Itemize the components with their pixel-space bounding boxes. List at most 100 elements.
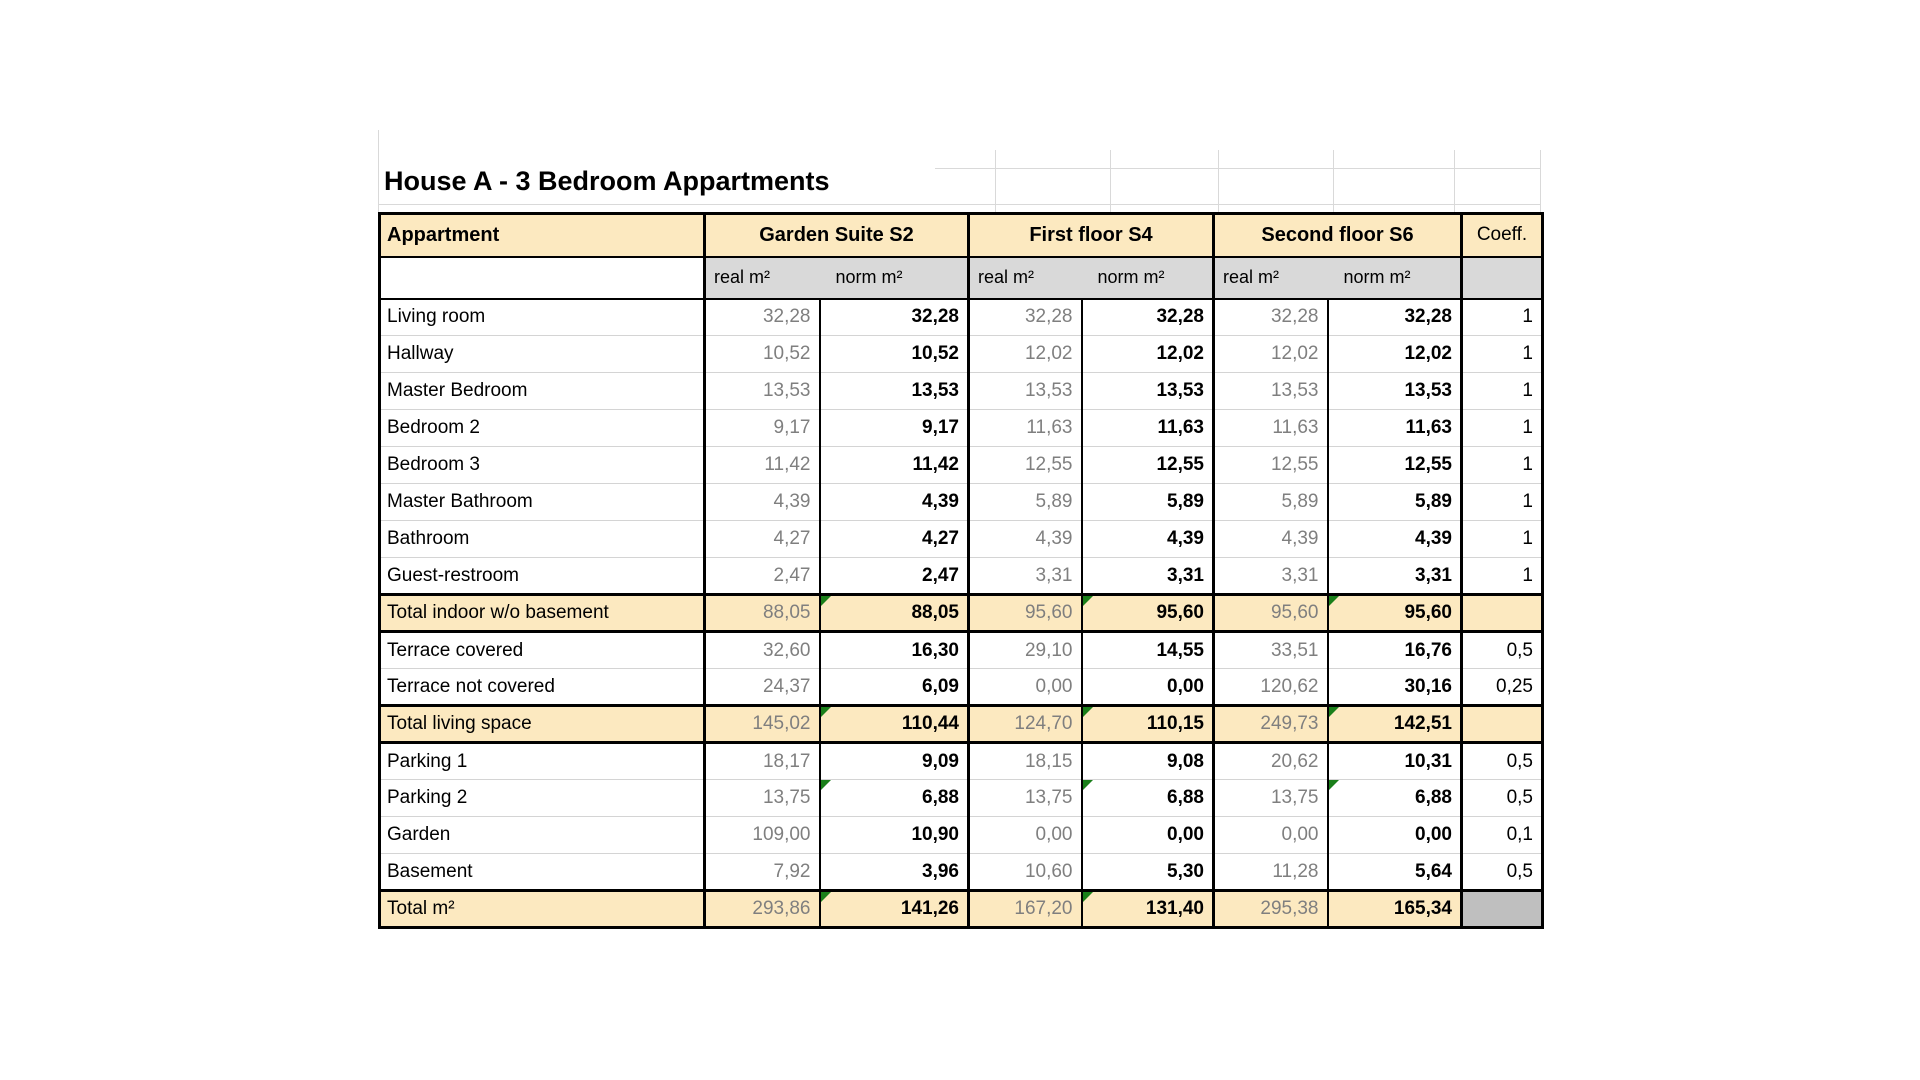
real-m2-cell[interactable]: 12,02 — [967, 335, 1082, 373]
subheader-real-m2[interactable]: real m² — [967, 256, 1082, 300]
norm-m2-cell[interactable]: 13,53 — [1080, 372, 1214, 410]
norm-m2-cell[interactable]: 4,39 — [818, 483, 969, 521]
norm-m2-cell[interactable]: 9,17 — [818, 409, 969, 447]
norm-m2-cell[interactable]: 13,53 — [1326, 372, 1462, 410]
real-m2-cell[interactable]: 0,00 — [967, 816, 1082, 854]
norm-m2-cell[interactable]: 11,42 — [818, 446, 969, 484]
row-label-cell[interactable]: Total indoor w/o basement — [379, 593, 705, 633]
real-m2-cell[interactable]: 293,86 — [703, 889, 820, 929]
row-label-cell[interactable]: Terrace not covered — [379, 668, 705, 706]
norm-m2-cell[interactable]: 11,63 — [1326, 409, 1462, 447]
real-m2-cell[interactable]: 109,00 — [703, 816, 820, 854]
norm-m2-cell[interactable]: 6,88 — [1080, 779, 1214, 817]
real-m2-cell[interactable]: 0,00 — [1212, 816, 1328, 854]
real-m2-cell[interactable]: 11,42 — [703, 446, 820, 484]
real-m2-cell[interactable]: 0,00 — [967, 668, 1082, 706]
norm-m2-cell[interactable]: 5,64 — [1326, 853, 1462, 891]
coeff-cell[interactable]: 0,1 — [1460, 816, 1543, 854]
norm-m2-cell[interactable]: 4,39 — [1080, 520, 1214, 558]
real-m2-cell[interactable]: 5,89 — [967, 483, 1082, 521]
norm-m2-cell[interactable]: 14,55 — [1080, 631, 1214, 669]
coeff-cell[interactable]: 0,5 — [1460, 779, 1543, 817]
real-m2-cell[interactable]: 24,37 — [703, 668, 820, 706]
norm-m2-cell[interactable]: 6,09 — [818, 668, 969, 706]
coeff-cell[interactable]: 1 — [1460, 483, 1543, 521]
coeff-cell[interactable]: 0,25 — [1460, 668, 1543, 706]
norm-m2-cell[interactable]: 5,30 — [1080, 853, 1214, 891]
coeff-cell[interactable]: 1 — [1460, 335, 1543, 373]
norm-m2-cell[interactable]: 0,00 — [1080, 816, 1214, 854]
norm-m2-cell[interactable]: 2,47 — [818, 557, 969, 595]
real-m2-cell[interactable]: 13,75 — [1212, 779, 1328, 817]
subheader-norm-m2[interactable]: norm m² — [1327, 256, 1462, 300]
row-label-cell[interactable]: Guest-restroom — [379, 557, 705, 595]
norm-m2-cell[interactable]: 6,88 — [818, 779, 969, 817]
column-header-coeff[interactable]: Coeff. — [1460, 213, 1543, 258]
norm-m2-cell[interactable]: 4,27 — [818, 520, 969, 558]
norm-m2-cell[interactable]: 5,89 — [1326, 483, 1462, 521]
real-m2-cell[interactable]: 12,02 — [1212, 335, 1328, 373]
real-m2-cell[interactable]: 13,53 — [703, 372, 820, 410]
coeff-cell[interactable]: 1 — [1460, 520, 1543, 558]
norm-m2-cell[interactable]: 0,00 — [1326, 816, 1462, 854]
real-m2-cell[interactable]: 124,70 — [967, 704, 1082, 744]
real-m2-cell[interactable]: 4,39 — [703, 483, 820, 521]
real-m2-cell[interactable]: 167,20 — [967, 889, 1082, 929]
real-m2-cell[interactable]: 3,31 — [967, 557, 1082, 595]
norm-m2-cell[interactable]: 12,02 — [1326, 335, 1462, 373]
subheader-norm-m2[interactable]: norm m² — [1081, 256, 1214, 300]
real-m2-cell[interactable]: 95,60 — [1212, 593, 1328, 633]
norm-m2-cell[interactable]: 142,51 — [1326, 704, 1462, 744]
row-label-cell[interactable]: Bedroom 3 — [379, 446, 705, 484]
norm-m2-cell[interactable]: 3,96 — [818, 853, 969, 891]
real-m2-cell[interactable]: 32,28 — [1212, 298, 1328, 336]
coeff-cell[interactable] — [1460, 593, 1543, 633]
real-m2-cell[interactable]: 5,89 — [1212, 483, 1328, 521]
coeff-cell[interactable] — [1460, 704, 1543, 744]
row-label-cell[interactable]: Master Bedroom — [379, 372, 705, 410]
real-m2-cell[interactable]: 10,60 — [967, 853, 1082, 891]
coeff-cell[interactable]: 0,5 — [1460, 631, 1543, 669]
norm-m2-cell[interactable]: 13,53 — [818, 372, 969, 410]
real-m2-cell[interactable]: 20,62 — [1212, 742, 1328, 780]
real-m2-cell[interactable]: 13,53 — [967, 372, 1082, 410]
row-label-cell[interactable]: Parking 2 — [379, 779, 705, 817]
norm-m2-cell[interactable]: 3,31 — [1080, 557, 1214, 595]
norm-m2-cell[interactable]: 9,08 — [1080, 742, 1214, 780]
real-m2-cell[interactable]: 4,39 — [967, 520, 1082, 558]
real-m2-cell[interactable]: 120,62 — [1212, 668, 1328, 706]
subheader-norm-m2[interactable]: norm m² — [819, 256, 969, 300]
real-m2-cell[interactable]: 88,05 — [703, 593, 820, 633]
real-m2-cell[interactable]: 11,63 — [1212, 409, 1328, 447]
norm-m2-cell[interactable]: 88,05 — [818, 593, 969, 633]
real-m2-cell[interactable]: 33,51 — [1212, 631, 1328, 669]
coeff-cell[interactable] — [1460, 889, 1543, 929]
norm-m2-cell[interactable]: 4,39 — [1326, 520, 1462, 558]
row-label-cell[interactable]: Garden — [379, 816, 705, 854]
norm-m2-cell[interactable]: 0,00 — [1080, 668, 1214, 706]
coeff-cell[interactable]: 0,5 — [1460, 853, 1543, 891]
real-m2-cell[interactable]: 2,47 — [703, 557, 820, 595]
column-header-first-floor-s4[interactable]: First floor S4 — [967, 213, 1214, 258]
row-label-cell[interactable]: Bathroom — [379, 520, 705, 558]
column-header-second-floor-s6[interactable]: Second floor S6 — [1212, 213, 1462, 258]
norm-m2-cell[interactable]: 16,30 — [818, 631, 969, 669]
real-m2-cell[interactable]: 18,15 — [967, 742, 1082, 780]
coeff-cell[interactable]: 0,5 — [1460, 742, 1543, 780]
real-m2-cell[interactable]: 13,53 — [1212, 372, 1328, 410]
norm-m2-cell[interactable]: 10,52 — [818, 335, 969, 373]
real-m2-cell[interactable]: 12,55 — [1212, 446, 1328, 484]
real-m2-cell[interactable]: 32,28 — [703, 298, 820, 336]
norm-m2-cell[interactable]: 12,55 — [1326, 446, 1462, 484]
real-m2-cell[interactable]: 249,73 — [1212, 704, 1328, 744]
norm-m2-cell[interactable]: 165,34 — [1326, 889, 1462, 929]
coeff-cell[interactable]: 1 — [1460, 446, 1543, 484]
norm-m2-cell[interactable]: 141,26 — [818, 889, 969, 929]
row-label-cell[interactable]: Living room — [379, 298, 705, 336]
norm-m2-cell[interactable]: 16,76 — [1326, 631, 1462, 669]
norm-m2-cell[interactable]: 12,02 — [1080, 335, 1214, 373]
norm-m2-cell[interactable]: 95,60 — [1326, 593, 1462, 633]
subheader-real-m2[interactable]: real m² — [1212, 256, 1328, 300]
real-m2-cell[interactable]: 18,17 — [703, 742, 820, 780]
row-label-cell[interactable]: Master Bathroom — [379, 483, 705, 521]
